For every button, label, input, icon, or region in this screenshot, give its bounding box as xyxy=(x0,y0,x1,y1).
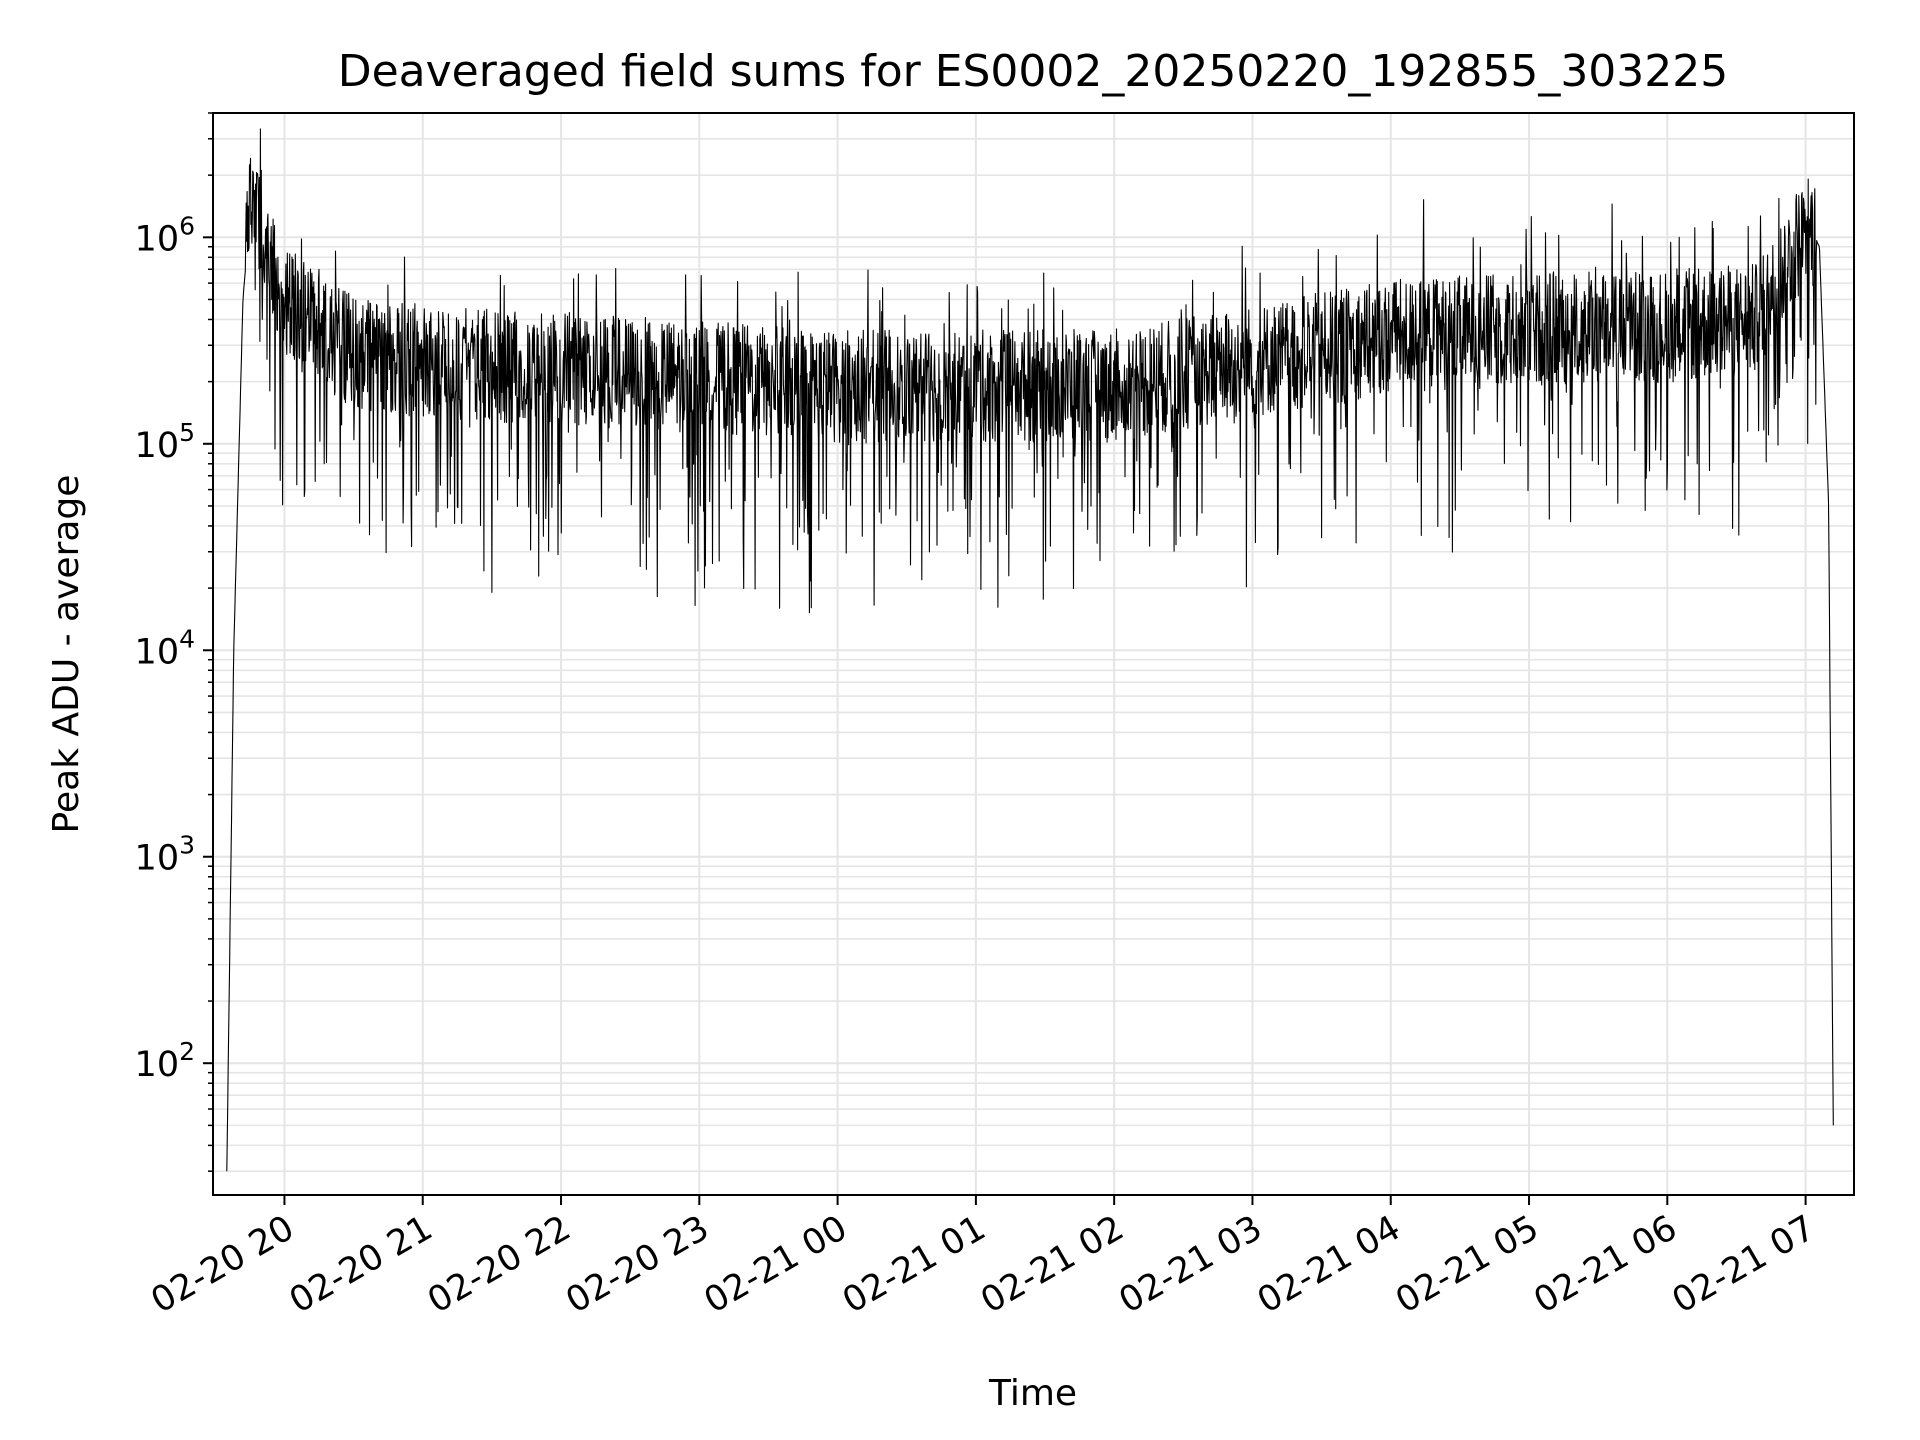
x-tick-label: 02-21 00 xyxy=(698,1208,854,1321)
x-tick-label: 02-21 05 xyxy=(1389,1208,1545,1321)
x-tick-label: 02-20 20 xyxy=(145,1208,301,1321)
x-axis-label: Time xyxy=(988,1373,1077,1414)
x-tick-label: 02-21 02 xyxy=(974,1208,1130,1321)
x-tick-label: 02-20 21 xyxy=(283,1208,439,1321)
y-tick-label: 102 xyxy=(135,1037,195,1085)
x-tick-label: 02-20 22 xyxy=(421,1208,577,1321)
chart-title: Deaveraged field sums for ES0002_2025022… xyxy=(338,46,1729,97)
y-tick-label: 104 xyxy=(135,624,195,672)
x-tick-label: 02-21 06 xyxy=(1528,1208,1684,1321)
y-tick-label: 106 xyxy=(135,211,195,259)
x-tick-label: 02-21 03 xyxy=(1113,1208,1269,1321)
x-tick-label: 02-21 04 xyxy=(1251,1208,1407,1321)
y-tick-label: 103 xyxy=(135,831,195,879)
y-axis-label: Peak ADU - average xyxy=(46,475,87,834)
x-tick-label: 02-20 23 xyxy=(560,1208,716,1321)
plot-area-frame xyxy=(212,112,1855,1196)
x-tick-label: 02-21 07 xyxy=(1666,1208,1822,1321)
series-line xyxy=(226,128,1834,1172)
x-tick-label: 02-21 01 xyxy=(836,1208,992,1321)
y-tick-label: 105 xyxy=(135,418,195,466)
grid-layer xyxy=(213,112,1854,1195)
series-layer xyxy=(226,128,1834,1172)
